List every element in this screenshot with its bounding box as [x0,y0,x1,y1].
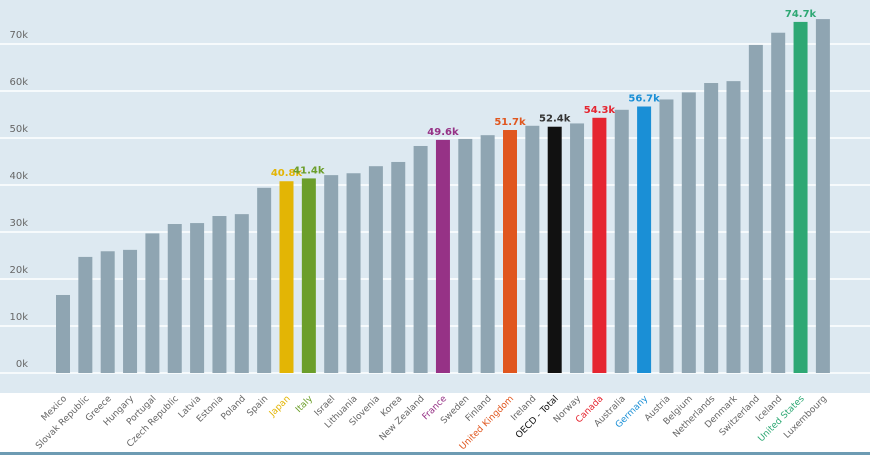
bar [190,223,205,373]
bar [435,139,450,373]
bar [748,44,763,373]
bar [480,135,495,373]
data-label: 41.4k [293,165,325,176]
bar [279,181,294,373]
bar [726,81,741,373]
bottom-border [0,452,870,455]
data-label: 74.7k [785,9,817,20]
bar [592,117,607,373]
plot-background [0,0,870,393]
bar [704,83,719,373]
y-tick-label: 70k [9,30,28,41]
bar [637,106,652,373]
bar [368,166,383,373]
y-tick-label: 40k [9,171,28,182]
gridlines [0,43,870,374]
bar [681,92,696,373]
bar [346,173,361,373]
bar [815,19,830,374]
bar [123,249,138,373]
y-axis-ticks: 0k 10k 20k 30k 40k 50k 60k 70k [9,30,28,370]
bar [793,21,808,373]
data-label: 52.4k [539,114,571,125]
data-label: 49.6k [427,127,459,138]
bar [257,187,272,373]
y-tick-label: 10k [9,312,28,323]
y-tick-label: 20k [9,265,28,276]
bar [78,256,93,373]
bar [56,294,70,373]
bar [212,216,227,373]
bar [301,178,316,373]
bar [503,130,517,373]
bar [167,224,182,373]
bar [614,109,629,374]
bar [570,123,585,374]
bar [458,138,473,373]
y-tick-label: 30k [9,218,28,229]
bar [100,251,115,373]
x-tick-label: Spain [245,394,270,419]
bar [771,32,786,373]
x-tick-label: Poland [220,394,248,422]
data-label: 54.3k [584,105,616,116]
y-tick-label: 60k [9,77,28,88]
bar [145,233,160,373]
bar [659,99,674,374]
y-tick-label: 0k [16,359,28,370]
y-tick-label: 50k [9,124,28,135]
bar [234,214,249,373]
bar [324,175,339,373]
bar [391,161,406,373]
bar [525,125,540,373]
bar [547,126,562,373]
bar [413,145,428,373]
x-tick-label: Japan [267,394,293,420]
bars [56,19,830,374]
data-label: 40.8k [271,168,303,179]
data-label: 56.7k [628,94,660,105]
data-label: 51.7k [494,117,526,128]
